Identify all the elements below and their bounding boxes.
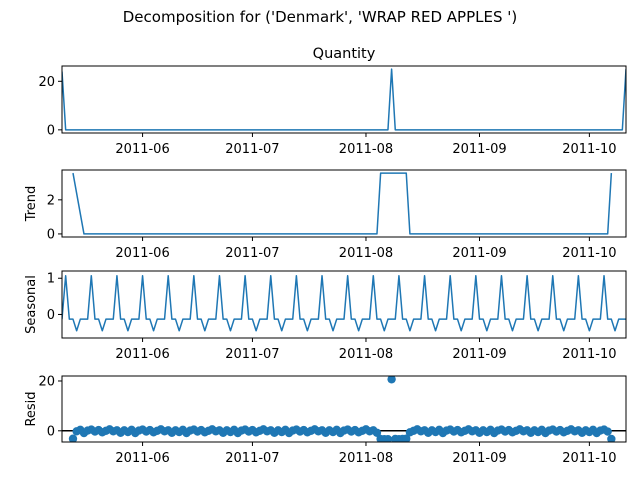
x-tick-label: 2011-09 (452, 246, 506, 261)
plot-area-seasonal (62, 274, 626, 332)
y-axis-label: Resid (24, 391, 39, 426)
x-tick-label: 2011-10 (562, 347, 616, 362)
y-axis-label: Seasonal (24, 275, 39, 334)
x-tick-label: 2011-08 (339, 142, 393, 157)
x-tick-label: 2011-06 (115, 347, 169, 362)
panel-trend: 0 2 2011-06 2011-07 2011-08 2011-09 2011-10 Tre… (24, 169, 627, 261)
y-tick-label: 1 (47, 272, 55, 287)
panel-seasonal: 0 1 2011-06 2011-07 2011-08 2011-09 2011-10 Sea… (24, 270, 627, 362)
resid-point (383, 435, 393, 442)
x-tick-label: 2011-10 (562, 451, 616, 466)
x-tick-label: 2011-07 (225, 347, 279, 362)
resid-point (387, 376, 396, 384)
y-tick-label: 0 (47, 308, 55, 323)
panel-resid: 0 20 2011-06 2011-07 2011-08 2011-09 2011-10 Re… (24, 374, 627, 466)
axes-frame-quantity (61, 65, 627, 134)
x-tick-label: 2011-10 (562, 142, 616, 157)
resid-point (607, 434, 616, 442)
y-tick-label: 0 (47, 227, 55, 242)
x-tick-label: 2011-10 (562, 246, 616, 261)
series-line-seasonal (62, 274, 626, 332)
x-tick-label: 2011-07 (225, 451, 279, 466)
x-tick-label: 2011-08 (339, 451, 393, 466)
x-tick-label: 2011-09 (452, 347, 506, 362)
plot-area-quantity (62, 68, 626, 131)
axes-frame-trend (61, 169, 627, 238)
x-tick-label: 2011-09 (452, 451, 506, 466)
series-line-trend (72, 172, 613, 235)
x-tick-label: 2011-06 (115, 246, 169, 261)
x-tick-label: 2011-07 (225, 142, 279, 157)
y-tick-label: 2 (47, 193, 55, 208)
panel-title: Quantity (313, 46, 376, 62)
resid-point (372, 428, 382, 437)
series-line-quantity (62, 68, 626, 131)
resid-point (68, 434, 78, 442)
axes-frame-seasonal (61, 270, 627, 339)
panel-quantity: 0 20 2011-06 2011-07 2011-08 2011-09 2011-10 Qu… (38, 46, 627, 157)
y-tick-label: 0 (47, 123, 55, 138)
y-tick-label: 20 (38, 374, 55, 389)
figure-suptitle: Decomposition for ('Denmark', 'WRAP RED … (123, 8, 517, 26)
plot-area-trend (72, 172, 613, 235)
y-tick-label: 20 (38, 75, 55, 90)
y-tick-label: 0 (47, 424, 55, 439)
y-axis-label: Trend (24, 186, 39, 223)
resid-point (603, 427, 612, 436)
x-tick-label: 2011-08 (339, 246, 393, 261)
x-tick-label: 2011-07 (225, 246, 279, 261)
x-tick-label: 2011-06 (115, 142, 169, 157)
x-tick-label: 2011-06 (115, 451, 169, 466)
x-tick-label: 2011-08 (339, 347, 393, 362)
x-tick-label: 2011-09 (452, 142, 506, 157)
plot-area-resid (62, 376, 626, 442)
axes-frame-resid (61, 375, 627, 443)
resid-point (402, 434, 411, 442)
